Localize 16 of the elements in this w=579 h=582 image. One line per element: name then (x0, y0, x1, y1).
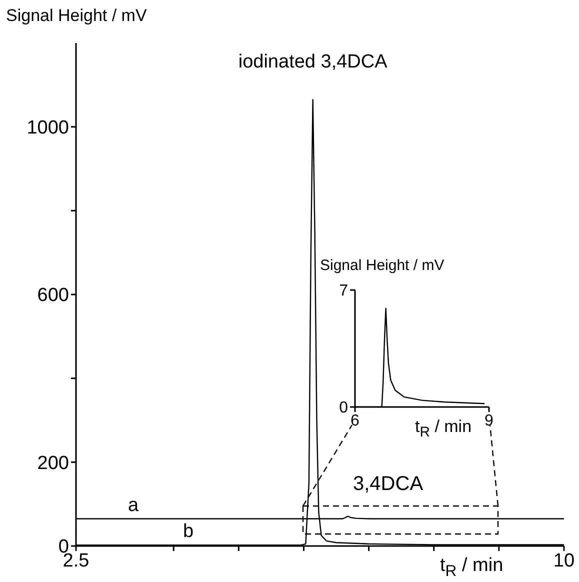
y-axis-title: Signal Height / mV (6, 6, 147, 26)
x-axis-title: t$_{R}$ / min (440, 555, 504, 581)
y-tick-label: 7 (339, 282, 348, 300)
annotation: iodinated 3,4DCA (238, 52, 388, 73)
x-tick-label: 10 (553, 550, 575, 572)
y-tick-label: 1000 (26, 118, 69, 139)
y-axis-title: Signal Height / mV (320, 257, 444, 274)
x-tick-label: 9 (484, 412, 494, 430)
y-tick-label: 200 (37, 452, 69, 474)
x-axis-title: t$_{R}$ / min (415, 417, 472, 440)
y-tick-label: 0 (339, 400, 348, 417)
x-tick-label: 6 (350, 412, 360, 430)
annotation: 3,4DCA (353, 473, 424, 496)
series-label: a (128, 494, 139, 516)
y-tick-label: 600 (37, 285, 69, 306)
series-label: b (183, 521, 194, 542)
